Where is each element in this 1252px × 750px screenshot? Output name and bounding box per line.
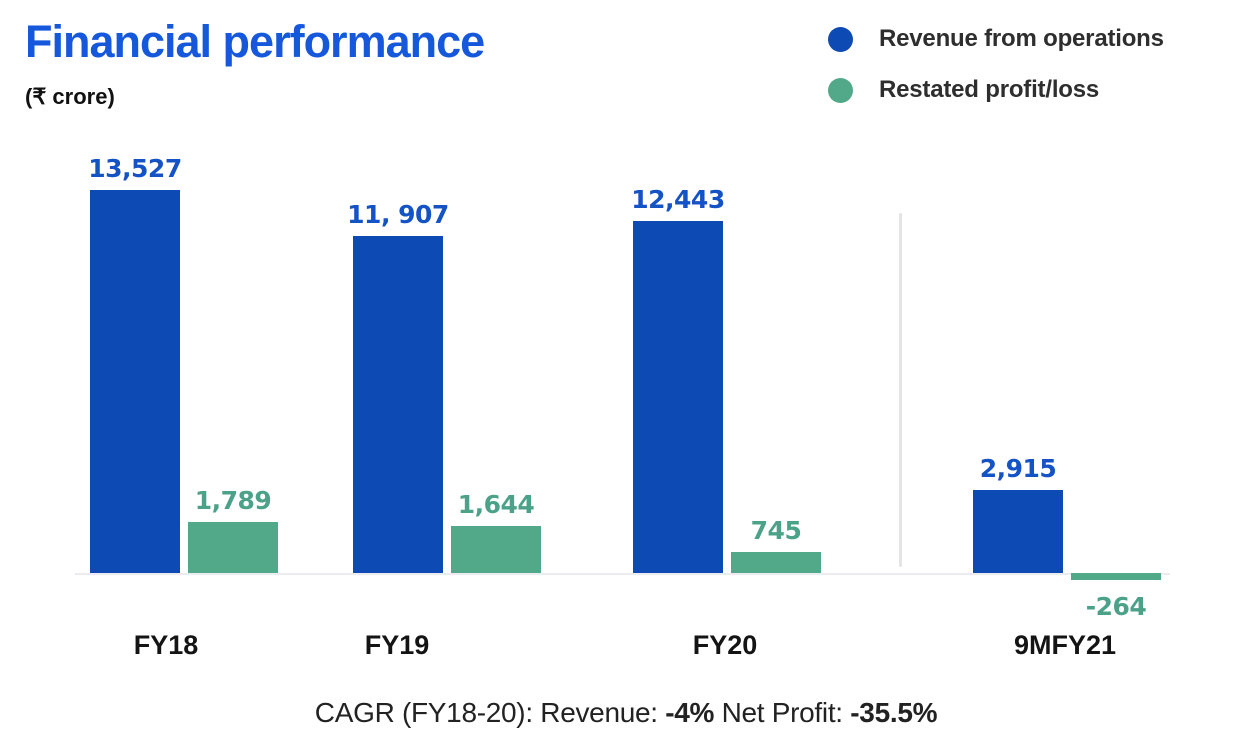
legend-label-profit: Restated profit/loss	[879, 76, 1100, 103]
legend-item-profit: Restated profit/loss	[828, 76, 1164, 103]
revenue-value-label-fy18: 13,527	[88, 154, 182, 183]
revenue-value-label-9mfy21: 2,915	[979, 454, 1057, 483]
profit-value-label-fy18: 1,789	[194, 486, 272, 515]
profit-bar-fy20	[731, 552, 821, 573]
profit-bar-fy19	[451, 526, 541, 573]
revenue-bar-fy18	[90, 190, 180, 573]
revenue-legend-dot-icon	[828, 26, 853, 52]
cagr-prefix-text: CAGR (FY18-20): Revenue:	[314, 697, 666, 728]
cagr-middle-text: Net Profit:	[714, 697, 851, 728]
revenue-bar-fy19	[353, 236, 443, 573]
period-divider-line	[899, 213, 902, 567]
x-axis-baseline	[75, 573, 1170, 575]
category-label-fy20: FY20	[692, 630, 758, 660]
cagr-profit-value: -35.5%	[850, 697, 938, 728]
profit-legend-dot-icon	[828, 77, 853, 103]
category-label-fy19: FY19	[364, 630, 430, 660]
profit-value-label-fy19: 1,644	[457, 490, 535, 519]
cagr-revenue-value: -4%	[665, 697, 715, 728]
profit-bar-fy18	[188, 522, 278, 573]
legend-item-revenue: Revenue from operations	[828, 25, 1164, 52]
revenue-value-label-fy20: 12,443	[631, 185, 725, 214]
category-label-9mfy21: 9MFY21	[1013, 630, 1117, 660]
chart-unit-label: (₹ crore)	[25, 84, 115, 109]
revenue-value-label-fy19: 11, 907	[347, 200, 449, 229]
cagr-annotation: CAGR (FY18-20): Revenue: -4% Net Profit:…	[0, 697, 1252, 729]
profit-value-label-9mfy21: -264	[1085, 592, 1147, 621]
profit-bar-9mfy21	[1071, 573, 1161, 580]
legend-label-revenue: Revenue from operations	[879, 25, 1164, 52]
legend: Revenue from operations Restated profit/…	[828, 25, 1164, 128]
revenue-bar-fy20	[633, 221, 723, 573]
category-label-fy18: FY18	[133, 630, 199, 660]
chart-title: Financial performance	[25, 16, 485, 67]
profit-value-label-fy20: 745	[750, 516, 802, 545]
revenue-bar-9mfy21	[973, 490, 1063, 573]
